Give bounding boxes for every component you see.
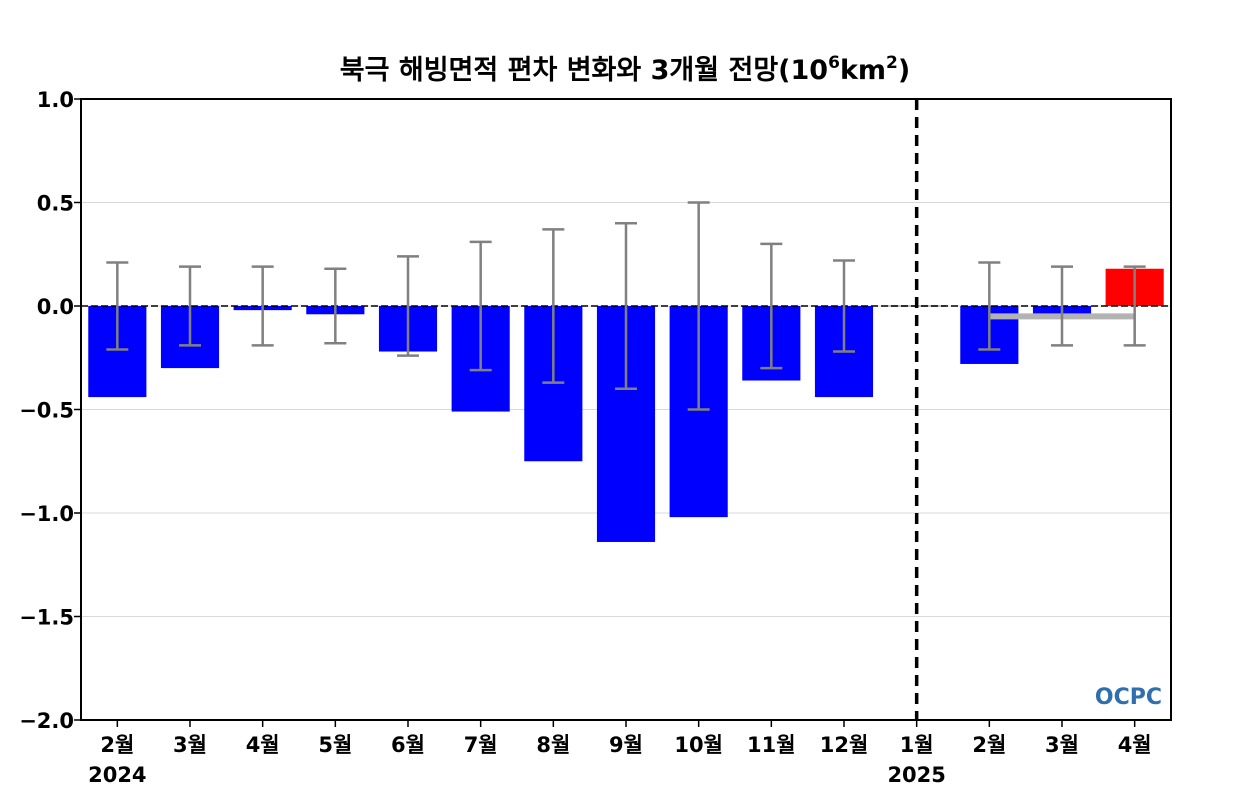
chart-title-main: 북극 해빙면적 편차 변화와 3개월 전망(10 [340,55,828,86]
x-tick-label: 11월 [747,733,796,757]
error-bar [469,240,492,372]
error-bar [542,228,565,384]
ocpc-logo-text: OCPC [1095,685,1162,710]
chart-title: 북극 해빙면적 편차 변화와 3개월 전망(106km2) [340,53,910,86]
x-tick-label: 2월 [100,733,134,757]
x-tick-label: 3월 [173,733,207,757]
y-tick-label: −0.5 [19,399,74,423]
error-bar [179,265,201,347]
y-tick-label: 0.5 [37,192,74,216]
x-tick-label: 8월 [536,733,570,757]
year-label: 2025 [887,763,945,787]
x-tick-label: 12월 [820,733,869,757]
chart-title-end: ) [898,55,910,86]
x-tick-label: 2월 [972,733,1006,757]
error-bar [324,267,347,345]
error-bar [106,261,129,351]
x-tick-label: 5월 [318,733,352,757]
error-bar [1123,265,1146,347]
error-bar [833,259,855,353]
error-bar [1051,265,1073,347]
y-tick-label: 0.0 [37,295,74,319]
y-tick-label: −2.0 [19,709,74,733]
chart-title-unit: km [840,55,886,86]
x-tick-label: 9월 [609,733,643,757]
x-tick-label: 4월 [246,733,280,757]
error-bar [615,221,637,391]
x-tick-label: 1월 [900,733,934,757]
overlays [81,99,1171,720]
x-tick-label: 10월 [674,733,723,757]
y-tick-label: 1.0 [37,88,74,112]
y-tick-label: −1.5 [19,606,74,630]
axes: 1.0 0.5 0.0 −0.5 −1.0 −1.5 −2.0 2월 3월 4월 5월 6월 7월 8월 9… [19,88,1172,787]
error-bar [251,265,274,347]
error-bar [978,261,1001,351]
error-bar [397,255,419,357]
error-bar [760,242,783,370]
y-tick-label: −1.0 [19,502,74,526]
x-tick-label: 3월 [1045,733,1079,757]
chart-title-superscript-6: 6 [828,53,840,73]
year-label: 2024 [88,763,146,787]
x-tick-label: 4월 [1118,733,1152,757]
x-tick-label: 6월 [391,733,425,757]
error-bar [687,201,710,411]
chart-title-superscript-2: 2 [886,53,898,73]
ocpc-logo: OCPC [1095,685,1162,710]
x-tick-label: 7월 [464,733,498,757]
